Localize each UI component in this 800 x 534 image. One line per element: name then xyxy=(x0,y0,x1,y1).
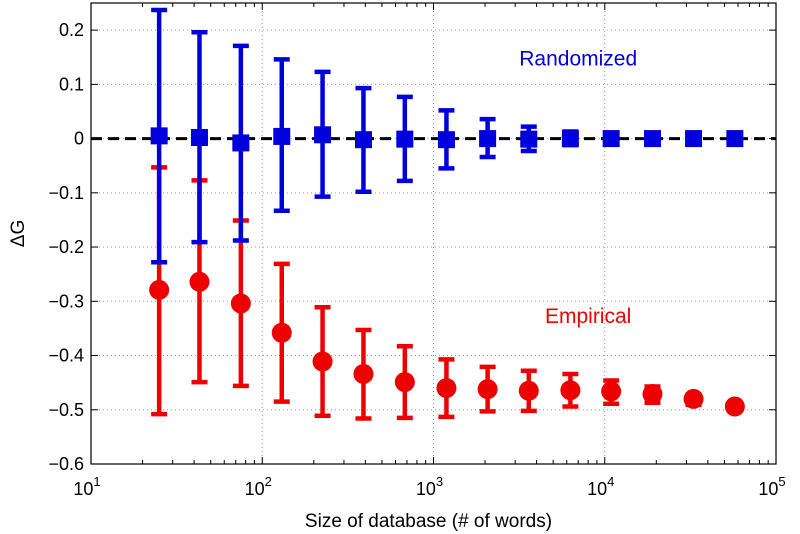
y-tick-label: −0.4 xyxy=(48,346,84,366)
randomized-marker xyxy=(354,131,372,149)
series-empirical xyxy=(149,165,745,421)
empirical-marker xyxy=(560,380,581,401)
randomized-marker xyxy=(685,130,703,148)
randomized-marker xyxy=(150,127,168,145)
empirical-marker xyxy=(477,379,498,400)
y-tick-label: −0.6 xyxy=(48,454,84,474)
y-tick-label: −0.3 xyxy=(48,291,84,311)
empirical-marker xyxy=(394,372,415,393)
empirical-marker xyxy=(312,351,333,372)
empirical-marker xyxy=(518,380,539,401)
randomized-marker xyxy=(190,129,208,147)
randomized-marker xyxy=(561,130,579,148)
plot-area xyxy=(91,3,776,464)
empirical-marker xyxy=(353,363,374,384)
randomized-marker xyxy=(643,130,661,148)
data-layer xyxy=(91,7,776,421)
randomized-marker xyxy=(314,126,332,144)
y-tick-label: 0 xyxy=(74,129,84,149)
empirical-marker xyxy=(724,396,745,417)
y-tick-label: −0.5 xyxy=(48,400,84,420)
annotation-empirical: Empirical xyxy=(545,305,631,328)
y-tick-label: −0.2 xyxy=(48,237,84,257)
y-tick-label: −0.1 xyxy=(48,183,84,203)
empirical-marker xyxy=(436,378,457,399)
x-tick-label: 102 xyxy=(245,474,272,499)
x-tick-label: 103 xyxy=(416,474,443,499)
randomized-marker xyxy=(396,130,414,148)
randomized-marker xyxy=(232,134,250,152)
x-tick-label: 101 xyxy=(73,474,100,499)
randomized-marker xyxy=(479,130,497,148)
empirical-marker xyxy=(683,388,704,409)
randomized-marker xyxy=(602,130,620,148)
empirical-marker xyxy=(189,271,210,292)
x-tick-label: 105 xyxy=(758,474,785,499)
annotation-randomized: Randomized xyxy=(519,47,637,70)
empirical-marker xyxy=(271,322,292,343)
y-tick-label: 0.2 xyxy=(59,20,84,40)
randomized-marker xyxy=(520,130,538,148)
empirical-marker xyxy=(601,381,622,402)
x-tick-label: 104 xyxy=(587,474,614,499)
empirical-marker xyxy=(642,384,663,405)
x-axis-title: Size of database (# of words) xyxy=(305,511,552,532)
y-tick-label: 0.1 xyxy=(59,74,84,94)
randomized-marker xyxy=(437,131,455,149)
y-axis-title: ΔG xyxy=(8,220,29,247)
series-randomized xyxy=(150,7,744,265)
randomized-marker xyxy=(273,127,291,145)
randomized-marker xyxy=(726,130,744,148)
empirical-marker xyxy=(230,293,251,314)
empirical-marker xyxy=(149,279,170,300)
